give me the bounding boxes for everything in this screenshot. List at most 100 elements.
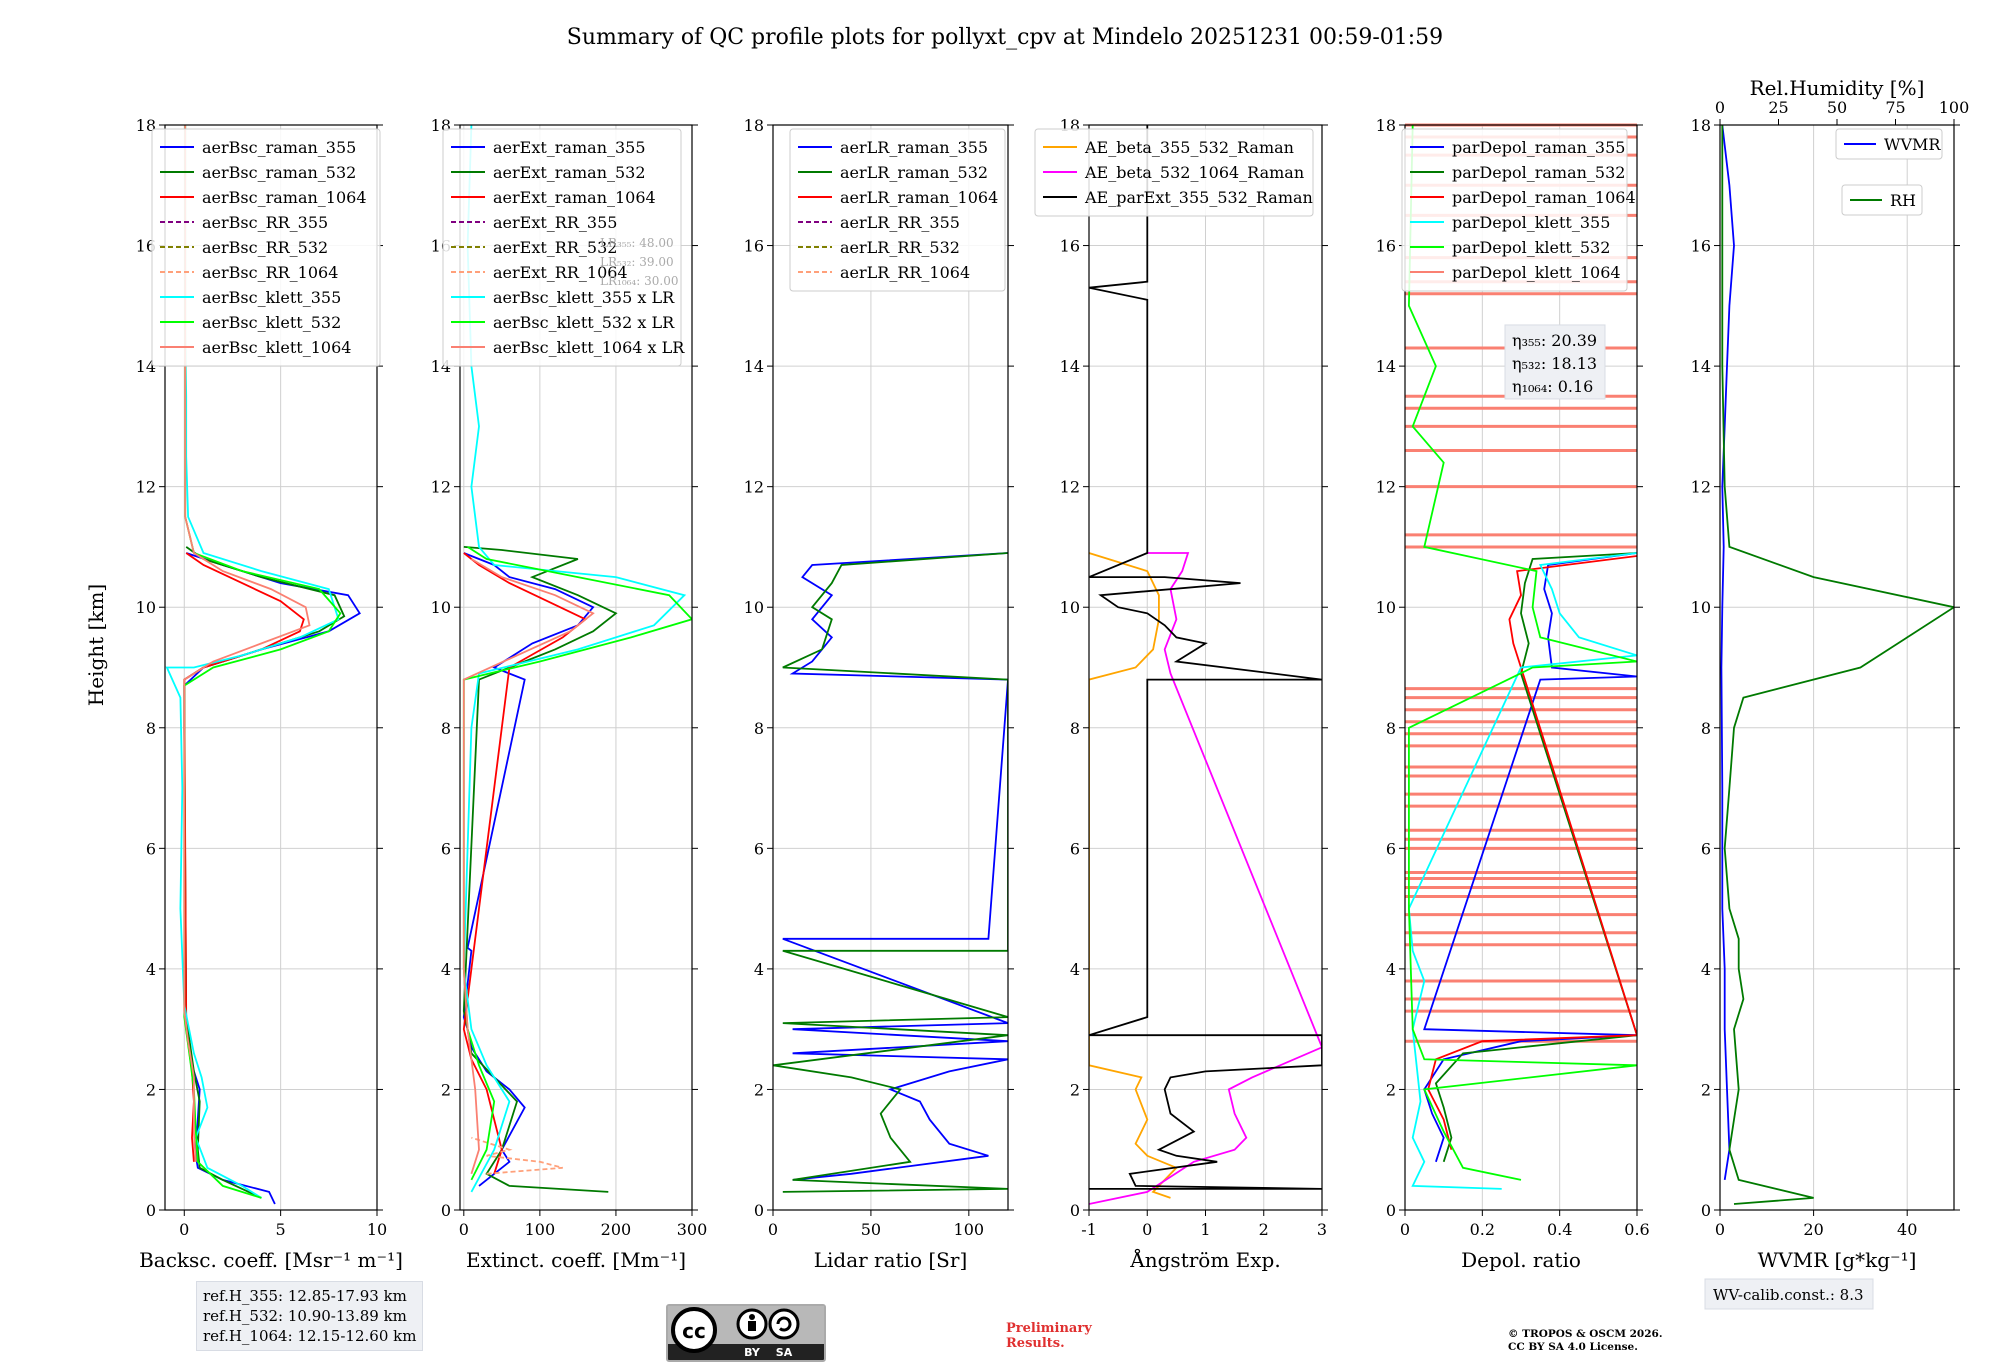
legend-box [442, 128, 682, 367]
x-axis-label: Depol. ratio [1461, 1248, 1581, 1272]
y-tick-label: 0 [754, 1201, 764, 1220]
copyright-note: © TROPOS & OSCM 2026. CC BY SA 4.0 Licen… [1508, 1328, 1663, 1353]
legend-label: aerBsc_RR_1064 [202, 263, 338, 282]
x-tick-label: 5 [276, 1220, 286, 1239]
y-tick-label: 2 [1386, 1080, 1396, 1099]
x-tick-label: 0.4 [1547, 1220, 1572, 1239]
y-tick-label: 10 [1376, 598, 1396, 617]
legend-label: aerBsc_klett_355 x LR [493, 288, 675, 307]
legend-label: parDepol_raman_532 [1452, 163, 1625, 182]
eta-label: η₁₀₆₄: 0.16 [1512, 377, 1593, 396]
legend-wvmr: WVMR [1835, 128, 1943, 160]
legend-backscatter: aerBsc_raman_355 aerBsc_raman_532 aerBsc_r… [151, 128, 381, 367]
y-tick-label: 8 [1070, 719, 1080, 738]
y-tick-label: 14 [1060, 357, 1080, 376]
legend-extinction: aerExt_raman_355 aerExt_raman_532 aerExt_r… [442, 128, 685, 367]
y-tick-label: 12 [1691, 478, 1711, 497]
legend-box [1034, 128, 1314, 217]
legend-label: aerLR_RR_1064 [840, 263, 970, 282]
y-tick-label: 18 [1691, 116, 1711, 135]
series-parDepol_klett_532 [1407, 125, 1637, 1181]
top-x-tick-label: 75 [1885, 98, 1905, 117]
x-tick-label: 0.2 [1470, 1220, 1495, 1239]
y-tick-label: 2 [441, 1080, 451, 1099]
svg-text:cc: cc [682, 1319, 706, 1343]
series-aerBsc_raman_532 [183, 546, 346, 1199]
y-tick-label: 4 [441, 960, 451, 979]
series-aerLR_raman_532 [773, 552, 1008, 1193]
x-tick-label: 300 [677, 1220, 708, 1239]
x-axis-label: Backsc. coeff. [Msr⁻¹ m⁻¹] [139, 1248, 403, 1272]
legend-label: aerBsc_RR_532 [202, 238, 328, 257]
legend-label: aerBsc_klett_1064 [202, 338, 351, 357]
legend-label: aerBsc_raman_532 [202, 163, 356, 182]
x-tick-label: -1 [1081, 1220, 1097, 1239]
ref-height-1064: ref.H_1064: 12.15-12.60 km [203, 1327, 417, 1345]
y-tick-label: 0 [1386, 1201, 1396, 1220]
y-tick-label: 14 [136, 357, 156, 376]
legend-label: aerBsc_raman_1064 [202, 188, 367, 207]
y-tick-label: 4 [1701, 960, 1711, 979]
x-tick-label: 20 [1803, 1220, 1823, 1239]
legend-label: parDepol_raman_355 [1452, 138, 1625, 157]
panel-backscatter: 0 2 4 6 8 10 12 14 16 18 0 5 10 Backsc. coeff. [Msr⁻¹… [136, 116, 403, 1272]
license-sa: SA [776, 1346, 793, 1359]
y-tick-label: 12 [744, 478, 764, 497]
y-tick-label: 8 [754, 719, 764, 738]
legend-box [789, 128, 1006, 292]
legend-label: aerLR_raman_532 [840, 163, 988, 182]
y-tick-label: 10 [744, 598, 764, 617]
y-tick-label: 4 [146, 960, 156, 979]
legend-label: aerBsc_klett_355 [202, 288, 341, 307]
y-tick-label: 2 [146, 1080, 156, 1099]
y-tick-label: 0 [441, 1201, 451, 1220]
series-aerBsc_raman_355 [183, 552, 361, 1205]
x-tick-label: 0 [1142, 1220, 1152, 1239]
legend-label: parDepol_klett_355 [1452, 213, 1610, 232]
y-tick-label: 2 [1070, 1080, 1080, 1099]
legend-label: RH [1890, 191, 1916, 210]
lr-label: LR₁₀₆₄: 30.00 [600, 274, 678, 288]
y-tick-label: 2 [1701, 1080, 1711, 1099]
legend-label: AE_parExt_355_532_Raman [1084, 188, 1313, 207]
x-tick-label: 0 [179, 1220, 189, 1239]
y-tick-label: 10 [1691, 598, 1711, 617]
axes-frame [459, 124, 693, 1211]
y-tick-label: 16 [1060, 237, 1080, 256]
legend-label: aerBsc_klett_1064 x LR [493, 338, 685, 357]
y-tick-label: 14 [744, 357, 764, 376]
legend-label: aerLR_RR_355 [840, 213, 960, 232]
x-tick-label: 10 [367, 1220, 387, 1239]
sa-share-icon [768, 1308, 800, 1340]
x-tick-label: 100 [525, 1220, 556, 1239]
legend-label: aerBsc_klett_532 [202, 313, 341, 332]
y-tick-label: 18 [744, 116, 764, 135]
legend-label: parDepol_klett_1064 [1452, 263, 1621, 282]
x-tick-label: 0 [1715, 1220, 1725, 1239]
axes-frame [164, 124, 378, 1211]
legend-label: aerLR_RR_532 [840, 238, 960, 257]
y-tick-label: 8 [441, 719, 451, 738]
series-WVMR [1720, 125, 1735, 1181]
y-tick-label: 10 [431, 598, 451, 617]
legend-label: aerExt_raman_1064 [493, 188, 656, 207]
series-aerExt_raman_1064 [462, 552, 588, 1175]
ref-height-355: ref.H_355: 12.85-17.93 km [203, 1287, 407, 1305]
legend-label: parDepol_raman_1064 [1452, 188, 1636, 207]
y-tick-label: 12 [1060, 478, 1080, 497]
legend-label: AE_beta_355_532_Raman [1084, 138, 1294, 157]
top-x-tick-label: 25 [1768, 98, 1788, 117]
y-tick-label: 6 [441, 839, 451, 858]
x-tick-label: 40 [1897, 1220, 1917, 1239]
series-aerBsc_klett_355 x LR [462, 125, 687, 1193]
ref-height-532: ref.H_532: 10.90-13.89 km [203, 1307, 407, 1325]
y-tick-label: 14 [1691, 357, 1711, 376]
legend-label: WVMR [1884, 135, 1941, 154]
legend-depol: parDepol_raman_355 parDepol_raman_532 parD… [1401, 128, 1636, 292]
series-parDepol_klett_355 [1407, 552, 1637, 1190]
legend-angstrom: AE_beta_355_532_Raman AE_beta_532_1064_Ra… [1034, 128, 1314, 217]
x-tick-label: 0 [768, 1220, 778, 1239]
y-axis-label: Height [km] [84, 584, 108, 706]
series-aerBsc_klett_1064 x LR [462, 558, 595, 1175]
